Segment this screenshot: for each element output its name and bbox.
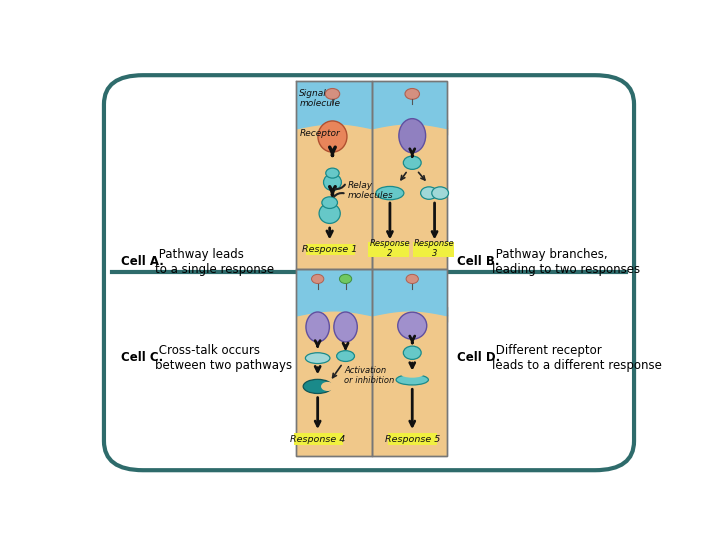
Ellipse shape — [396, 375, 428, 385]
Text: Cross-talk occurs
between two pathways: Cross-talk occurs between two pathways — [156, 344, 292, 372]
Text: Receptor: Receptor — [300, 129, 340, 138]
Bar — [372, 128, 447, 268]
Ellipse shape — [303, 380, 332, 394]
FancyBboxPatch shape — [104, 75, 634, 470]
Circle shape — [325, 89, 340, 99]
Bar — [297, 268, 372, 456]
Bar — [372, 268, 447, 456]
Ellipse shape — [306, 312, 329, 342]
Ellipse shape — [397, 312, 427, 339]
Text: Cell D.: Cell D. — [457, 352, 500, 365]
Circle shape — [325, 168, 339, 178]
Text: Pathway leads
to a single response: Pathway leads to a single response — [156, 248, 274, 276]
Ellipse shape — [319, 204, 341, 224]
Ellipse shape — [376, 186, 404, 200]
Text: Pathway branches,
leading to two responses: Pathway branches, leading to two respons… — [492, 248, 640, 276]
Bar — [297, 82, 372, 268]
Ellipse shape — [305, 353, 330, 363]
Ellipse shape — [323, 174, 341, 191]
Text: Cell A.: Cell A. — [121, 255, 163, 268]
Circle shape — [405, 89, 420, 99]
Ellipse shape — [334, 312, 357, 342]
Bar — [297, 128, 372, 268]
FancyBboxPatch shape — [413, 241, 454, 258]
Circle shape — [406, 274, 418, 284]
Text: Different receptor
leads to a different response: Different receptor leads to a different … — [492, 344, 662, 372]
Bar — [372, 315, 447, 456]
Circle shape — [420, 187, 437, 199]
Text: Cell B.: Cell B. — [457, 255, 500, 268]
FancyBboxPatch shape — [368, 241, 410, 258]
Text: Response 4: Response 4 — [290, 435, 346, 443]
Bar — [372, 268, 447, 315]
Circle shape — [432, 187, 449, 199]
FancyBboxPatch shape — [306, 244, 355, 255]
Text: Response 1: Response 1 — [302, 245, 357, 254]
Bar — [372, 82, 447, 128]
Ellipse shape — [337, 350, 354, 361]
Circle shape — [403, 156, 421, 170]
Text: Relay
molecules: Relay molecules — [348, 181, 394, 200]
Circle shape — [312, 274, 324, 284]
Text: Signal
molecule: Signal molecule — [300, 89, 341, 109]
Ellipse shape — [400, 370, 424, 377]
Text: Response 5: Response 5 — [384, 435, 440, 443]
Ellipse shape — [399, 119, 426, 153]
Bar — [297, 268, 372, 315]
Circle shape — [322, 197, 338, 208]
Ellipse shape — [318, 121, 347, 152]
Text: Activation
or inhibition: Activation or inhibition — [344, 366, 395, 386]
Text: Response
3: Response 3 — [414, 239, 455, 258]
Bar — [297, 82, 372, 128]
FancyBboxPatch shape — [388, 433, 437, 445]
Bar — [372, 82, 447, 268]
Ellipse shape — [321, 382, 334, 391]
Circle shape — [339, 274, 351, 284]
Circle shape — [403, 346, 421, 360]
Text: Response
2: Response 2 — [369, 239, 410, 258]
FancyBboxPatch shape — [294, 433, 343, 445]
Bar — [297, 315, 372, 456]
Text: Cell C.: Cell C. — [121, 352, 163, 365]
